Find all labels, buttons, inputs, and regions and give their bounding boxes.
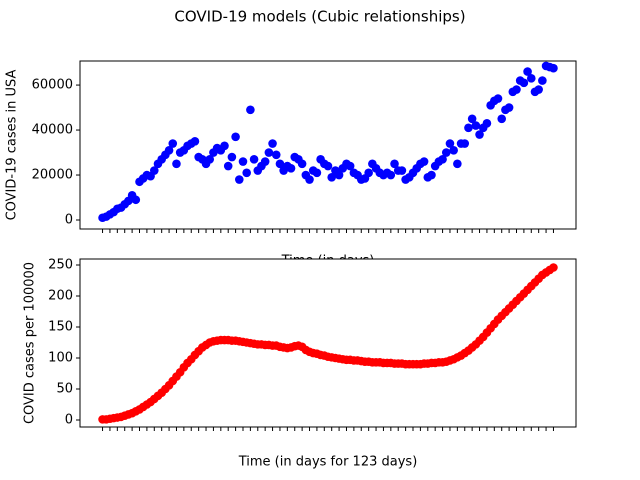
data-point bbox=[323, 161, 333, 171]
data-point bbox=[386, 170, 396, 180]
data-point bbox=[438, 154, 447, 164]
data-point bbox=[467, 114, 477, 124]
y-axis-label: COVID-19 cases in USA bbox=[5, 69, 20, 220]
data-point bbox=[453, 159, 462, 169]
data-point bbox=[441, 148, 451, 157]
data-point bbox=[242, 168, 251, 178]
data-point bbox=[419, 157, 429, 166]
data-point bbox=[504, 103, 514, 112]
y-tick-label: 0 bbox=[65, 213, 73, 228]
data-point bbox=[519, 78, 529, 88]
data-point bbox=[334, 170, 344, 180]
y-tick-label: 150 bbox=[48, 320, 73, 335]
data-point bbox=[168, 139, 178, 148]
data-point bbox=[427, 170, 436, 180]
plot-area bbox=[80, 61, 576, 229]
data-point bbox=[345, 161, 355, 171]
y-axis-label: COVID cases per 100000 bbox=[23, 262, 38, 424]
data-point bbox=[268, 139, 277, 148]
data-point bbox=[460, 139, 470, 148]
data-point bbox=[390, 159, 399, 169]
data-point bbox=[131, 195, 141, 205]
data-point bbox=[220, 141, 229, 151]
data-point bbox=[190, 136, 200, 146]
data-point bbox=[227, 152, 237, 162]
x-axis-label: Time (in days for 123 days) bbox=[238, 455, 418, 470]
data-point bbox=[497, 114, 507, 124]
data-point bbox=[397, 166, 407, 175]
data-point bbox=[449, 145, 458, 155]
y-tick-label: 50 bbox=[56, 381, 73, 396]
data-point bbox=[534, 85, 543, 94]
data-point bbox=[260, 157, 270, 166]
y-tick-label: 0 bbox=[65, 412, 73, 427]
data-point bbox=[238, 157, 248, 166]
y-tick-label: 60000 bbox=[32, 78, 73, 93]
data-point bbox=[327, 172, 336, 182]
data-point bbox=[234, 175, 244, 184]
y-tick-label: 100 bbox=[48, 351, 73, 366]
data-point bbox=[364, 168, 373, 178]
y-tick-label: 250 bbox=[48, 258, 73, 273]
data-point bbox=[523, 67, 532, 76]
data-point bbox=[312, 168, 322, 178]
figure-title: COVID-19 models (Cubic relationships) bbox=[174, 8, 465, 26]
data-point bbox=[482, 118, 492, 128]
data-point bbox=[512, 85, 521, 94]
y-tick-label: 20000 bbox=[32, 168, 73, 183]
data-point bbox=[475, 130, 484, 139]
data-point bbox=[305, 175, 314, 184]
data-point bbox=[549, 63, 558, 73]
data-point bbox=[493, 94, 503, 103]
data-point bbox=[149, 166, 159, 175]
data-point bbox=[164, 145, 174, 155]
data-point bbox=[271, 150, 281, 160]
axes-frame bbox=[79, 60, 577, 230]
data-point bbox=[205, 154, 215, 164]
plot-area bbox=[80, 259, 576, 427]
data-point bbox=[445, 139, 455, 148]
data-point bbox=[464, 123, 473, 133]
data-point bbox=[526, 74, 536, 83]
data-point bbox=[297, 159, 307, 169]
y-tick-label: 40000 bbox=[32, 123, 73, 138]
data-point bbox=[249, 154, 259, 164]
y-tick-label: 200 bbox=[48, 289, 73, 304]
data-point bbox=[286, 163, 296, 173]
data-point bbox=[538, 76, 547, 85]
data-point bbox=[223, 161, 233, 171]
data-point bbox=[246, 105, 255, 115]
data-point bbox=[549, 263, 558, 272]
axes-frame bbox=[79, 258, 577, 428]
data-point bbox=[231, 132, 240, 142]
data-point bbox=[471, 121, 481, 130]
data-point bbox=[172, 159, 181, 169]
data-point bbox=[275, 159, 285, 169]
data-point bbox=[264, 148, 274, 157]
